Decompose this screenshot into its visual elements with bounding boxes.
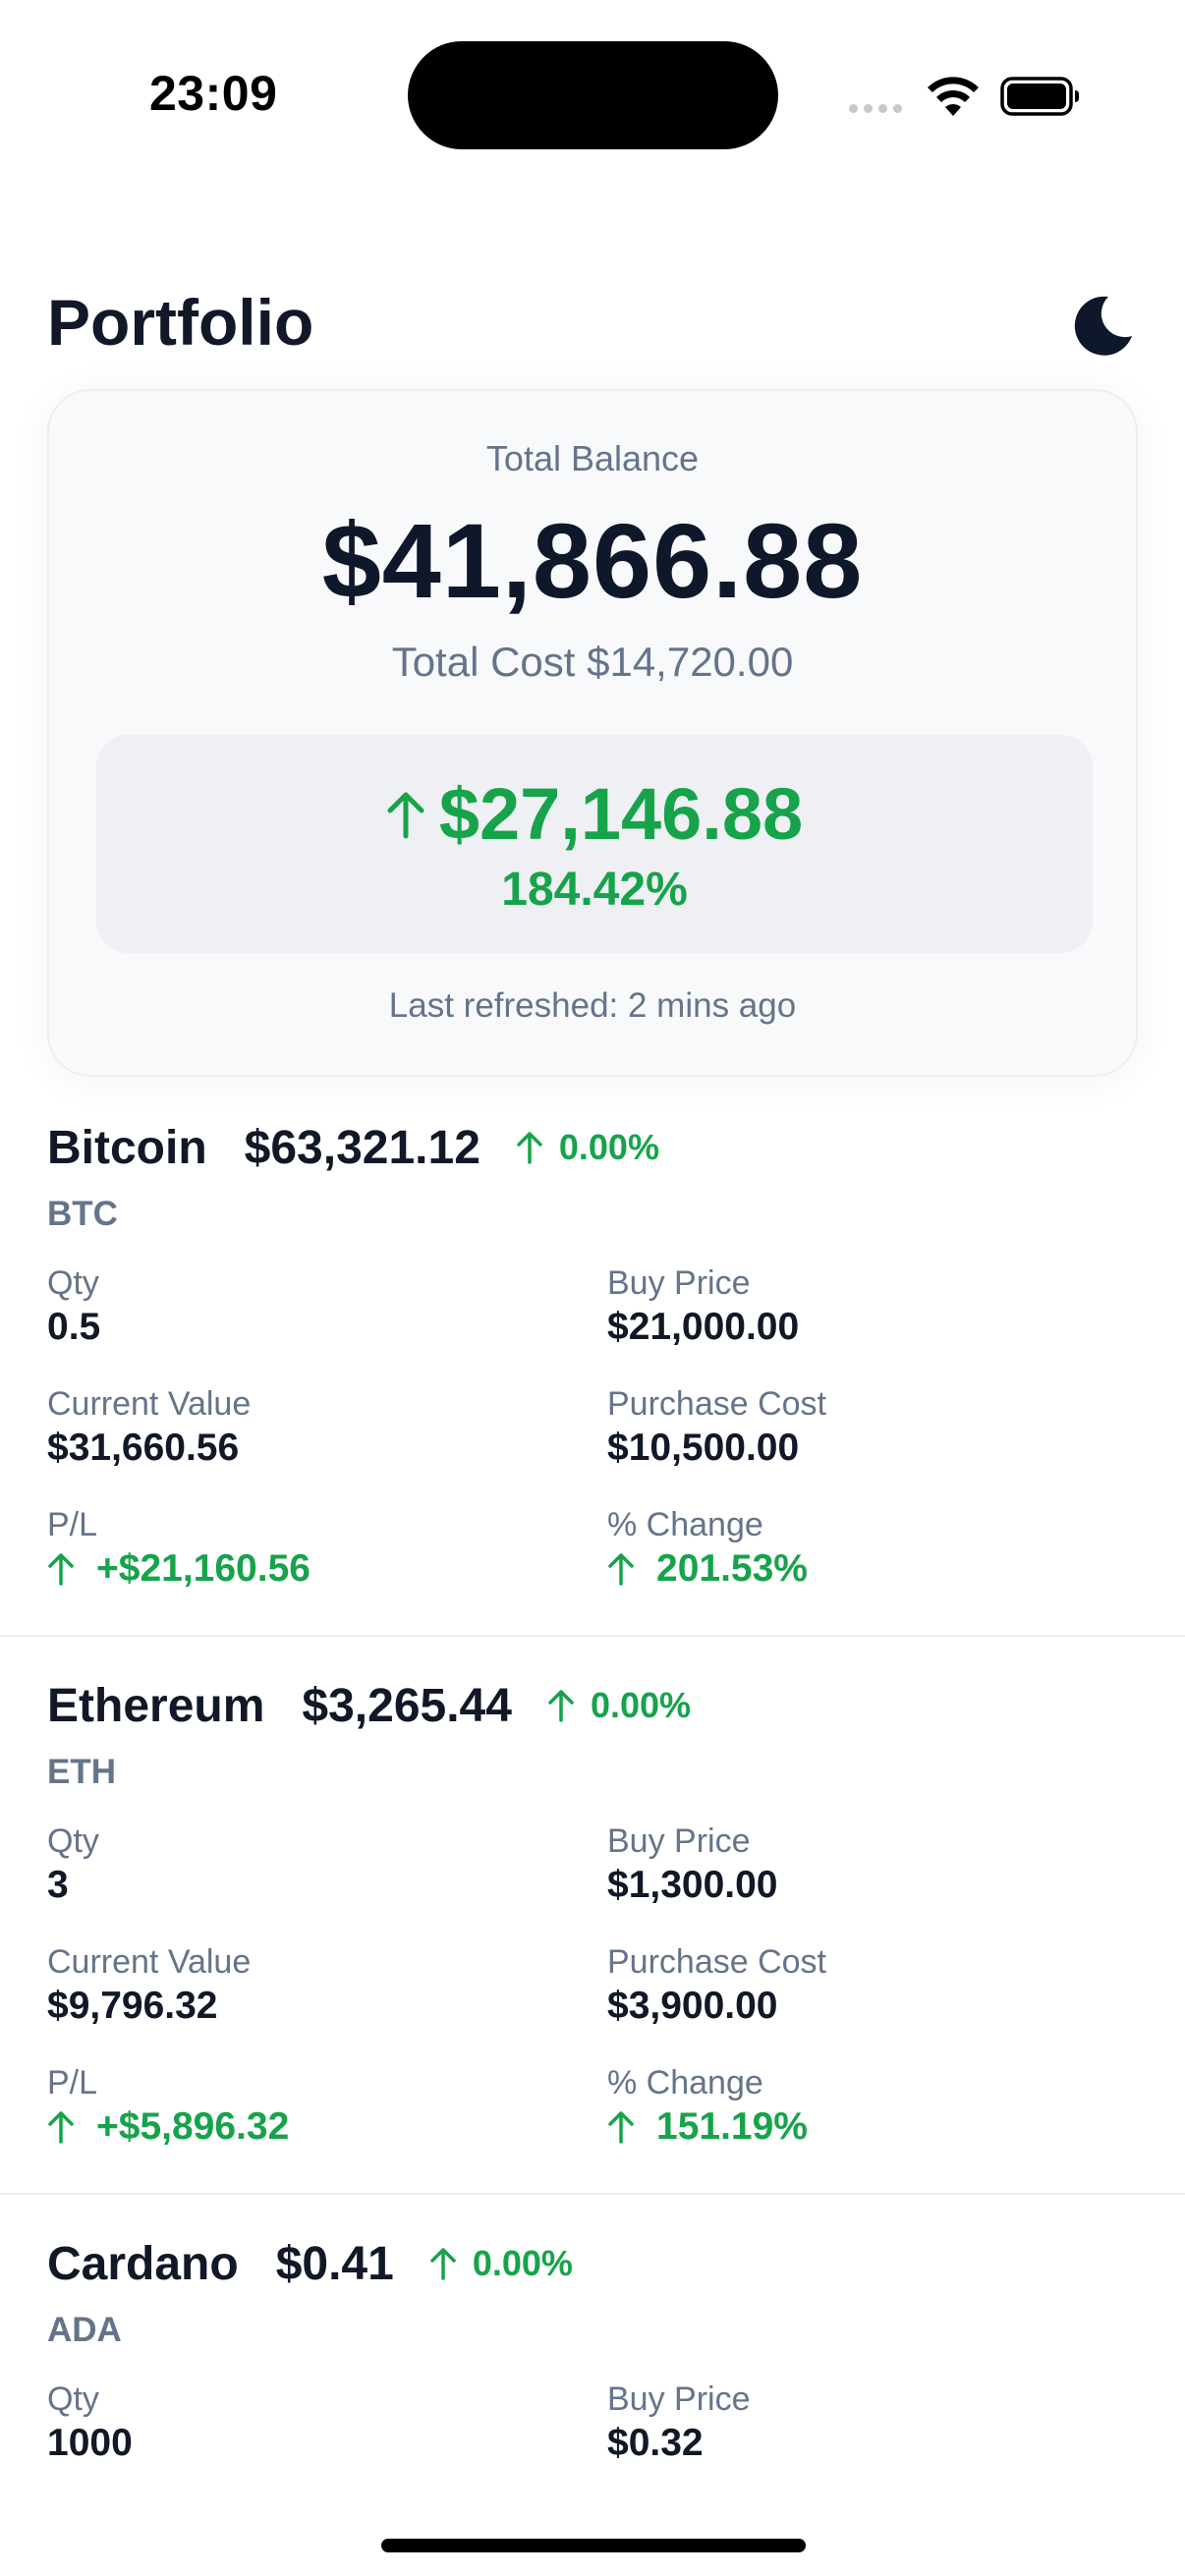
holding-symbol: BTC [47, 1195, 118, 1233]
buy-price-label: Buy Price [607, 1264, 751, 1302]
home-indicator[interactable] [381, 2539, 806, 2552]
buy-price-label: Buy Price [607, 2380, 751, 2418]
arrow-up-icon [48, 2111, 74, 2144]
holding-symbol: ADA [47, 2311, 122, 2349]
pct-change-field: % Change 201.53% [607, 1505, 1118, 1592]
pl-field: P/L +$21,160.56 [47, 1505, 558, 1592]
profit-loss-amount-row: $27,146.88 [96, 772, 1093, 856]
buy-price-field: Buy Price $21,000.00 [607, 1263, 1118, 1350]
pl-value: +$21,160.56 [96, 1547, 310, 1590]
battery-icon [1000, 77, 1079, 116]
buy-price-value: $21,000.00 [607, 1306, 800, 1348]
current-value-value: $9,796.32 [47, 1985, 218, 2027]
holding-price: $3,265.44 [302, 1679, 512, 1732]
pct-change-value-row: 151.19% [607, 2104, 1118, 2150]
pct-change-value: 201.53% [656, 1547, 808, 1590]
holding-name: Ethereum [47, 1679, 265, 1732]
holding-price: $63,321.12 [244, 1121, 480, 1174]
cellular-signal-icon [849, 104, 902, 113]
holding-change-value: 0.00% [558, 1127, 659, 1167]
pct-change-label: % Change [607, 1506, 763, 1543]
balance-summary-card: Total Balance $41,866.88 Total Cost $14,… [47, 389, 1138, 1077]
current-value-label: Current Value [47, 1385, 252, 1423]
purchase-cost-field: Purchase Cost $3,900.00 [607, 1942, 1118, 2029]
buy-price-field: Buy Price $0.32 [607, 2380, 1118, 2466]
qty-field: Qty 1000 [47, 2380, 558, 2466]
buy-price-label: Buy Price [607, 1822, 751, 1860]
holding-card-ethereum[interactable]: Ethereum $3,265.44 0.00% ETH Qty 3 Buy P… [0, 1637, 1185, 2195]
theme-toggle-button[interactable] [1069, 291, 1138, 360]
current-value-label: Current Value [47, 1943, 252, 1981]
pct-change-value-row: 201.53% [607, 1546, 1118, 1592]
status-time: 23:09 [149, 66, 278, 121]
holding-name: Cardano [47, 2237, 239, 2290]
profit-loss-box: $27,146.88 184.42% [96, 735, 1093, 953]
holding-title-row: Bitcoin $63,321.12 0.00% [47, 1118, 659, 1177]
purchase-cost-label: Purchase Cost [607, 1385, 826, 1423]
holding-price: $0.41 [275, 2237, 394, 2290]
holding-symbol: ETH [47, 1753, 116, 1791]
qty-value: 3 [47, 1864, 69, 1906]
pl-label: P/L [47, 2064, 98, 2101]
holding-card-cardano[interactable]: Cardano $0.41 0.00% ADA Qty 1000 Buy Pri… [0, 2195, 1185, 2576]
qty-label: Qty [47, 1264, 99, 1302]
buy-price-field: Buy Price $1,300.00 [607, 1821, 1118, 1908]
purchase-cost-field: Purchase Cost $10,500.00 [607, 1384, 1118, 1471]
profit-loss-amount: $27,146.88 [438, 773, 804, 855]
qty-value: 1000 [47, 2422, 133, 2464]
arrow-up-icon [48, 1553, 74, 1586]
arrow-up-icon [387, 792, 424, 838]
pl-label: P/L [47, 1506, 98, 1543]
arrow-up-icon [548, 1690, 574, 1722]
last-refreshed: Last refreshed: 2 mins ago [388, 986, 797, 1025]
pl-value: +$5,896.32 [96, 2105, 290, 2148]
total-balance-value: $41,866.88 [321, 501, 864, 620]
current-value-field: Current Value $31,660.56 [47, 1384, 558, 1471]
holding-change: 0.00% [429, 2243, 573, 2284]
holding-title-row: Cardano $0.41 0.00% [47, 2234, 573, 2293]
holding-card-bitcoin[interactable]: Bitcoin $63,321.12 0.00% BTC Qty 0.5 Buy… [0, 1079, 1185, 1637]
page-title: Portfolio [47, 286, 314, 359]
pl-value-row: +$5,896.32 [47, 2104, 558, 2150]
pl-field: P/L +$5,896.32 [47, 2063, 558, 2150]
profit-loss-percent: 184.42% [501, 864, 688, 916]
pct-change-field: % Change 151.19% [607, 2063, 1118, 2150]
pct-change-label: % Change [607, 2064, 763, 2101]
pl-value-row: +$21,160.56 [47, 1546, 558, 1592]
holding-title-row: Ethereum $3,265.44 0.00% [47, 1676, 691, 1735]
arrow-up-icon [430, 2248, 456, 2280]
current-value-value: $31,660.56 [47, 1427, 240, 1469]
status-bar: 23:09 [0, 0, 1185, 187]
header: Portfolio [0, 265, 1185, 364]
purchase-cost-value: $10,500.00 [607, 1427, 800, 1469]
total-balance-label: Total Balance [485, 438, 700, 478]
pct-change-value: 151.19% [656, 2105, 808, 2148]
qty-field: Qty 3 [47, 1821, 558, 1908]
moon-icon [1074, 296, 1132, 356]
arrow-up-icon [608, 1553, 634, 1586]
qty-field: Qty 0.5 [47, 1263, 558, 1350]
buy-price-value: $1,300.00 [607, 1864, 778, 1906]
arrow-up-icon [517, 1132, 542, 1164]
qty-value: 0.5 [47, 1306, 101, 1348]
holding-name: Bitcoin [47, 1121, 207, 1174]
wifi-icon [928, 77, 979, 116]
holding-change-value: 0.00% [472, 2243, 573, 2283]
total-cost: Total Cost $14,720.00 [391, 639, 794, 685]
holding-change: 0.00% [547, 1685, 691, 1726]
qty-label: Qty [47, 2380, 99, 2418]
purchase-cost-label: Purchase Cost [607, 1943, 826, 1981]
buy-price-value: $0.32 [607, 2422, 704, 2464]
holding-change-value: 0.00% [590, 1685, 692, 1725]
purchase-cost-value: $3,900.00 [607, 1985, 778, 2027]
qty-label: Qty [47, 1822, 99, 1860]
current-value-field: Current Value $9,796.32 [47, 1942, 558, 2029]
holding-change: 0.00% [516, 1127, 659, 1168]
dynamic-island [408, 41, 778, 149]
arrow-up-icon [608, 2111, 634, 2144]
